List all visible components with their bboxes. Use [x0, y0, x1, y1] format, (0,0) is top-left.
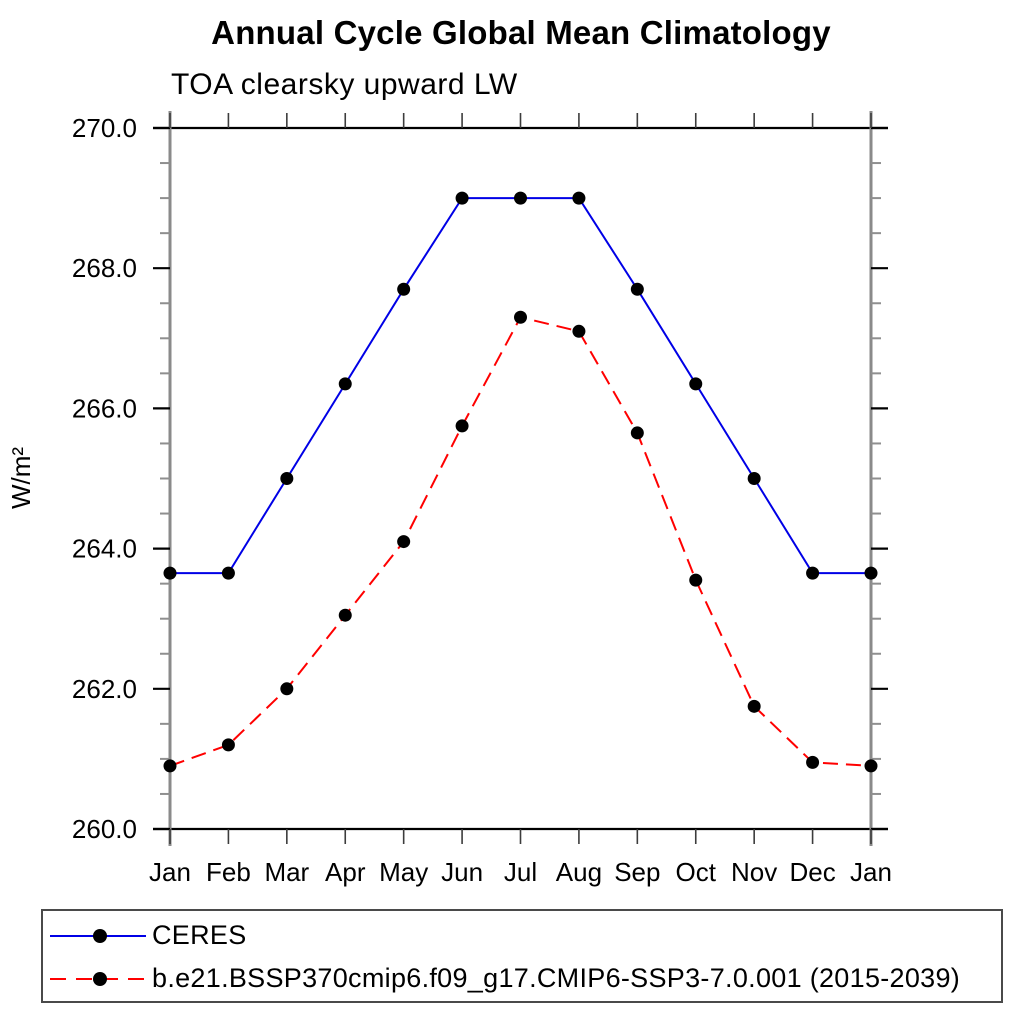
x-tick-label: Jun [441, 857, 483, 887]
x-tick-label: Jul [504, 857, 537, 887]
x-tick-label: Feb [206, 857, 251, 887]
data-point-marker [806, 755, 820, 769]
y-tick-label: 270.0 [72, 113, 137, 143]
data-point-marker [397, 535, 411, 549]
data-point-marker [864, 566, 878, 580]
data-point-marker [280, 682, 294, 696]
legend-line-sample-ceres [50, 928, 146, 943]
legend-item-ceres: CERES [48, 914, 1001, 957]
legend-item-model: b.e21.BSSP370cmip6.f09_g17.CMIP6-SSP3-7.… [48, 957, 1001, 1000]
data-point-marker [514, 191, 527, 205]
chart-title: Annual Cycle Global Mean Climatology [211, 14, 831, 51]
data-point-marker [864, 759, 878, 773]
data-point-marker [455, 191, 469, 205]
y-tick-label: 262.0 [72, 674, 137, 704]
data-point-marker [397, 282, 411, 296]
y-axis-title: W/m² [6, 447, 36, 509]
data-point-marker [630, 426, 644, 440]
x-tick-label: Aug [556, 857, 602, 887]
legend-marker-icon [93, 971, 107, 986]
data-point-marker [747, 472, 761, 485]
data-point-marker [455, 419, 469, 433]
y-tick-label: 266.0 [72, 393, 137, 423]
legend-label-model: b.e21.BSSP370cmip6.f09_g17.CMIP6-SSP3-7.… [152, 963, 961, 993]
data-point-marker [630, 282, 644, 296]
data-point-marker [689, 573, 703, 587]
legend-line-sample-model [50, 971, 146, 986]
data-point-marker [221, 566, 235, 580]
x-tick-label: May [379, 857, 428, 887]
plot-area: 260.0 262.0 264.0 266.0 268.0 270.0 Jan Feb Mar A… [6, 111, 892, 887]
data-point-marker [572, 324, 586, 338]
chart-subtitle: TOA clearsky upward LW [171, 68, 518, 101]
y-tick-label: 268.0 [72, 253, 137, 283]
legend-marker-icon [93, 928, 107, 943]
data-point-marker [689, 377, 703, 391]
data-point-marker [163, 759, 177, 773]
legend-label-ceres: CERES [152, 920, 247, 950]
series-line-model [169, 316, 872, 767]
x-tick-label: Mar [264, 857, 309, 887]
data-point-marker [163, 566, 177, 580]
x-tick-label: Jan [149, 857, 191, 887]
data-point-marker [514, 310, 527, 324]
y-tick-label: 264.0 [72, 534, 137, 564]
series-line-ceres [170, 197, 871, 575]
data-point-marker [747, 699, 761, 713]
x-tick-label: Oct [676, 857, 717, 887]
data-point-marker [221, 738, 235, 752]
x-tick-label: Jan [850, 857, 892, 887]
data-point-marker [806, 566, 820, 580]
x-tick-label: Sep [614, 857, 660, 887]
y-tick-label: 260.0 [72, 814, 137, 844]
x-tick-label: Nov [731, 857, 777, 887]
legend: CERES b.e21.BSSP370cmip6.f09_g17.CMIP6-S… [41, 909, 1003, 1003]
data-point-marker [338, 377, 352, 391]
data-point-marker [338, 608, 352, 622]
data-point-marker [280, 472, 294, 485]
x-tick-label: Apr [325, 857, 366, 887]
data-point-marker [572, 191, 586, 205]
x-tick-label: Dec [789, 857, 835, 887]
